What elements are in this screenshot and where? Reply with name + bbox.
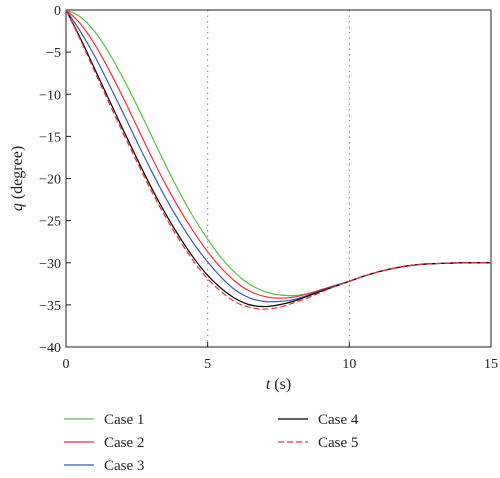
y-tick-label: −10	[39, 88, 61, 103]
x-axis-unit: (s)	[270, 376, 291, 393]
legend-label-case-5: Case 5	[318, 435, 358, 451]
y-tick-label: 0	[54, 4, 61, 19]
y-tick-label: −35	[39, 299, 61, 314]
legend-label-case-3: Case 3	[104, 458, 144, 474]
y-tick-label: −40	[39, 341, 61, 356]
x-tick-label: 15	[484, 357, 498, 372]
grid-lines	[207, 10, 350, 347]
x-tick-label: 5	[204, 357, 211, 372]
y-tick-label: −15	[39, 130, 61, 145]
x-axis-label: t (s)	[266, 376, 291, 393]
y-tick-label: −25	[39, 215, 61, 230]
x-tick-label: 10	[342, 357, 356, 372]
y-axis-variable: q	[9, 203, 26, 211]
series-lines	[65, 9, 491, 310]
axis-ticks: 0 5 10 15 0 −5 −10 −15 −20 −25 −30 −35 −40	[39, 4, 498, 372]
legend-label-case-1: Case 1	[104, 412, 144, 428]
legend-label-case-4: Case 4	[318, 412, 359, 428]
y-tick-label: −30	[39, 257, 61, 272]
x-axis-variable: t	[266, 376, 271, 393]
x-tick-label: 0	[63, 357, 70, 372]
y-tick-label: −20	[39, 173, 61, 188]
series-line-case-5	[65, 9, 491, 310]
legend: Case 1 Case 2 Case 3 Case 4 Case 5	[64, 412, 359, 474]
legend-label-case-2: Case 2	[104, 435, 144, 451]
y-tick-label: −5	[46, 46, 61, 61]
y-axis-label: q (degree)	[9, 146, 26, 211]
y-axis-unit: (degree)	[9, 146, 26, 203]
